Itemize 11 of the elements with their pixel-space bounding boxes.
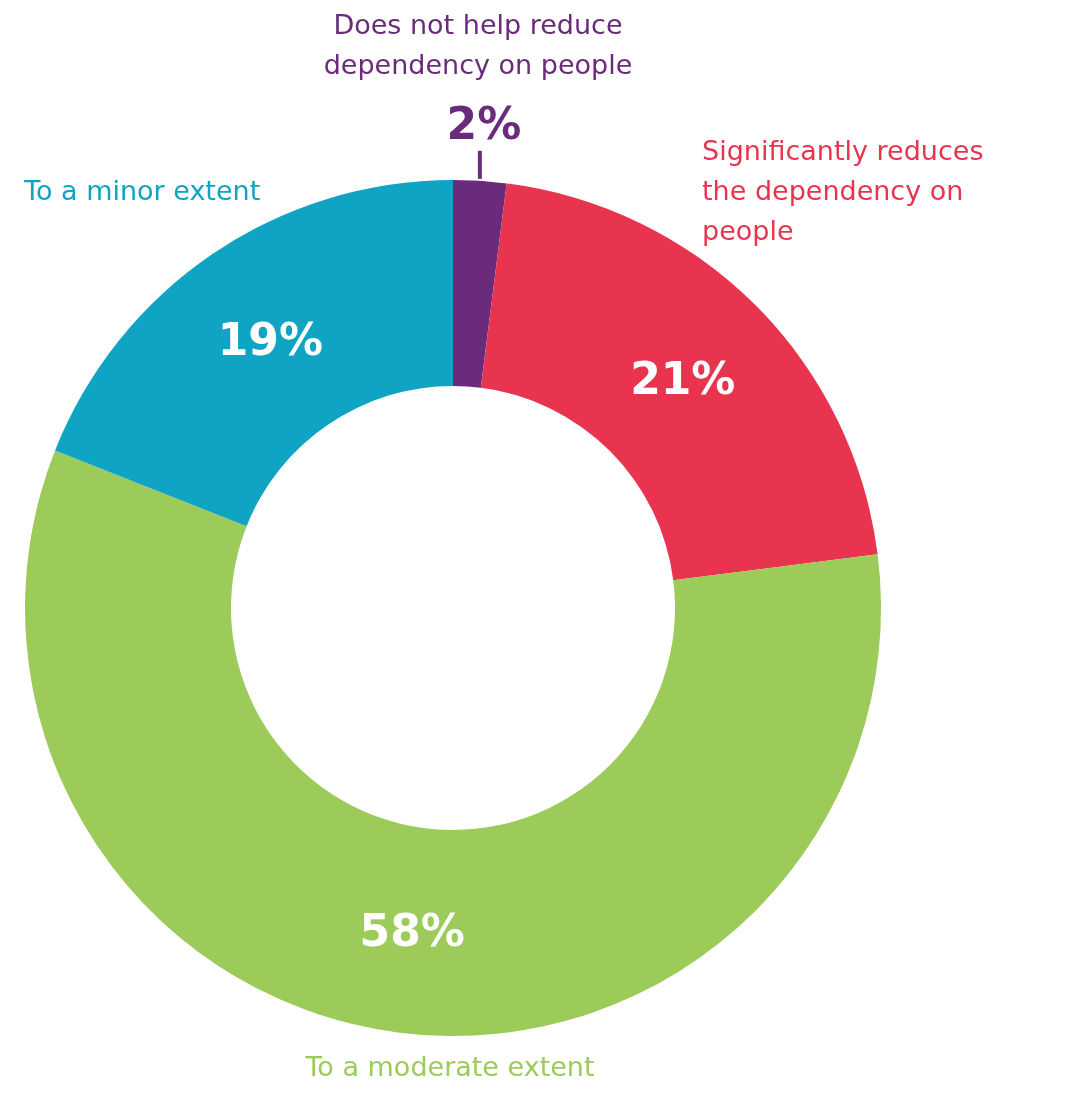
slice-label: To a minor extent [23,175,261,206]
donut-slice [453,180,507,388]
slice-label: Significantly reduces the dependency on people [702,135,984,246]
data-label: 21% [630,352,736,404]
data-label: 2% [446,97,522,149]
donut-slice [55,180,453,527]
data-label: 19% [217,313,323,365]
slice-label: Does not help reduce dependency on people [323,9,633,80]
donut-slice [25,450,881,1036]
slice-label: To a moderate extent [304,1051,595,1082]
data-label: 58% [359,904,465,956]
